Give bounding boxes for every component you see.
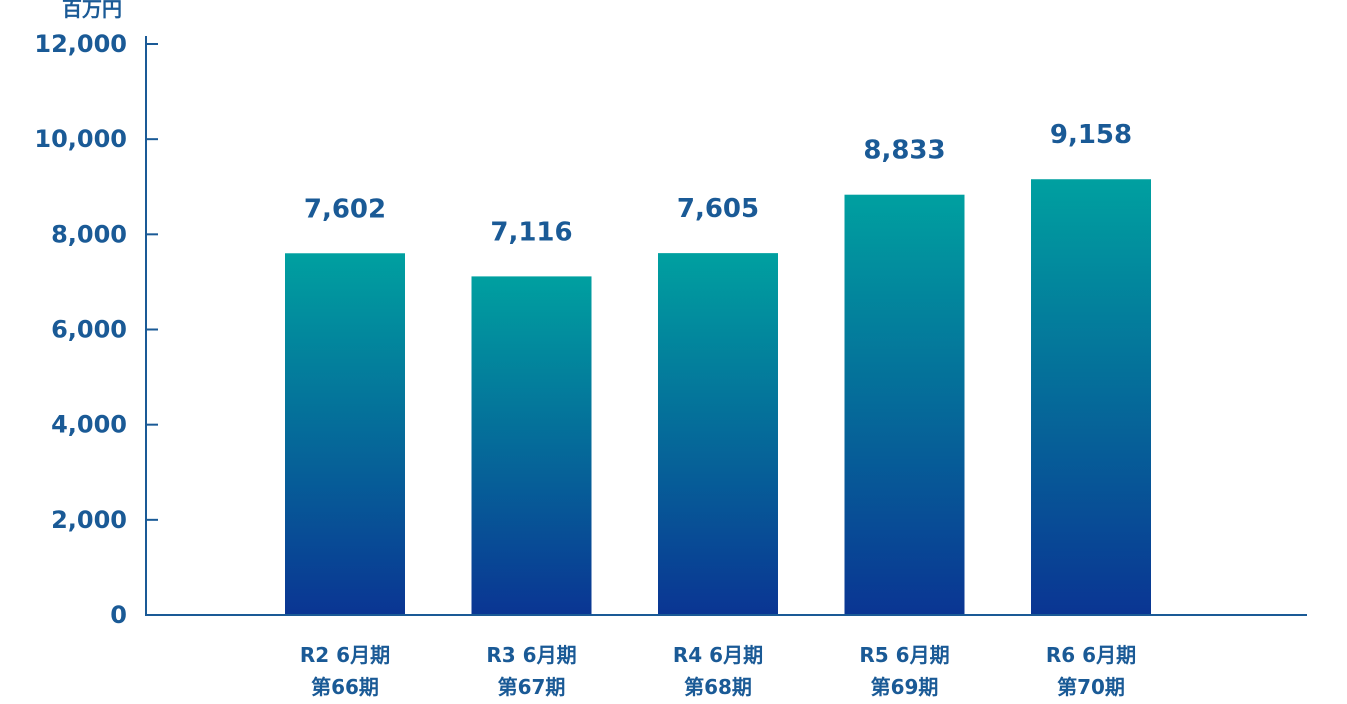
y-tick-label: 4,000 [51,411,127,439]
bar-value-label: 7,602 [304,194,386,224]
x-category-label-line1: R6 6月期 [1046,643,1136,667]
bar [471,276,592,615]
bar-value-label: 7,116 [490,217,572,247]
value-labels-group: 7,602 7,116 7,605 8,833 9,158 [304,120,1132,247]
bar [285,253,405,616]
x-category-label-line2: 第66期 [311,675,379,699]
unit-label: 百万円 [62,0,122,21]
y-tick-label: 6,000 [51,316,127,344]
x-category-label-line2: 第68期 [684,675,752,699]
x-category-label-line1: R4 6月期 [673,643,763,667]
y-tick-label: 12,000 [34,30,127,58]
x-category-label-line1: R5 6月期 [859,643,949,667]
x-category-label-line2: 第67期 [498,675,566,699]
bar-value-label: 9,158 [1050,120,1132,150]
bars-group [285,179,1151,616]
bar-value-label: 7,605 [677,194,759,224]
bar [1031,179,1151,616]
y-tick-label: 0 [110,601,127,629]
x-category-label-line1: R2 6月期 [300,643,390,667]
x-category-label-line2: 第70期 [1057,675,1125,699]
bar-value-label: 8,833 [863,136,945,166]
x-category-label-line2: 第69期 [871,675,939,699]
bar [844,194,965,615]
x-category-label-line1: R3 6月期 [486,643,576,667]
y-tick-label: 8,000 [51,220,127,248]
y-tick-label: 2,000 [51,506,127,534]
y-axis-ticks: 0 2,000 4,000 6,000 8,000 10,000 12,000 [34,30,158,629]
y-tick-label: 10,000 [34,125,127,153]
bar [658,253,778,615]
